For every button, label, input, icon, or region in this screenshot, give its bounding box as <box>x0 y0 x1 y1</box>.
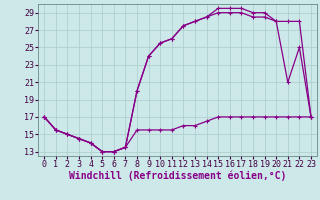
X-axis label: Windchill (Refroidissement éolien,°C): Windchill (Refroidissement éolien,°C) <box>69 171 286 181</box>
